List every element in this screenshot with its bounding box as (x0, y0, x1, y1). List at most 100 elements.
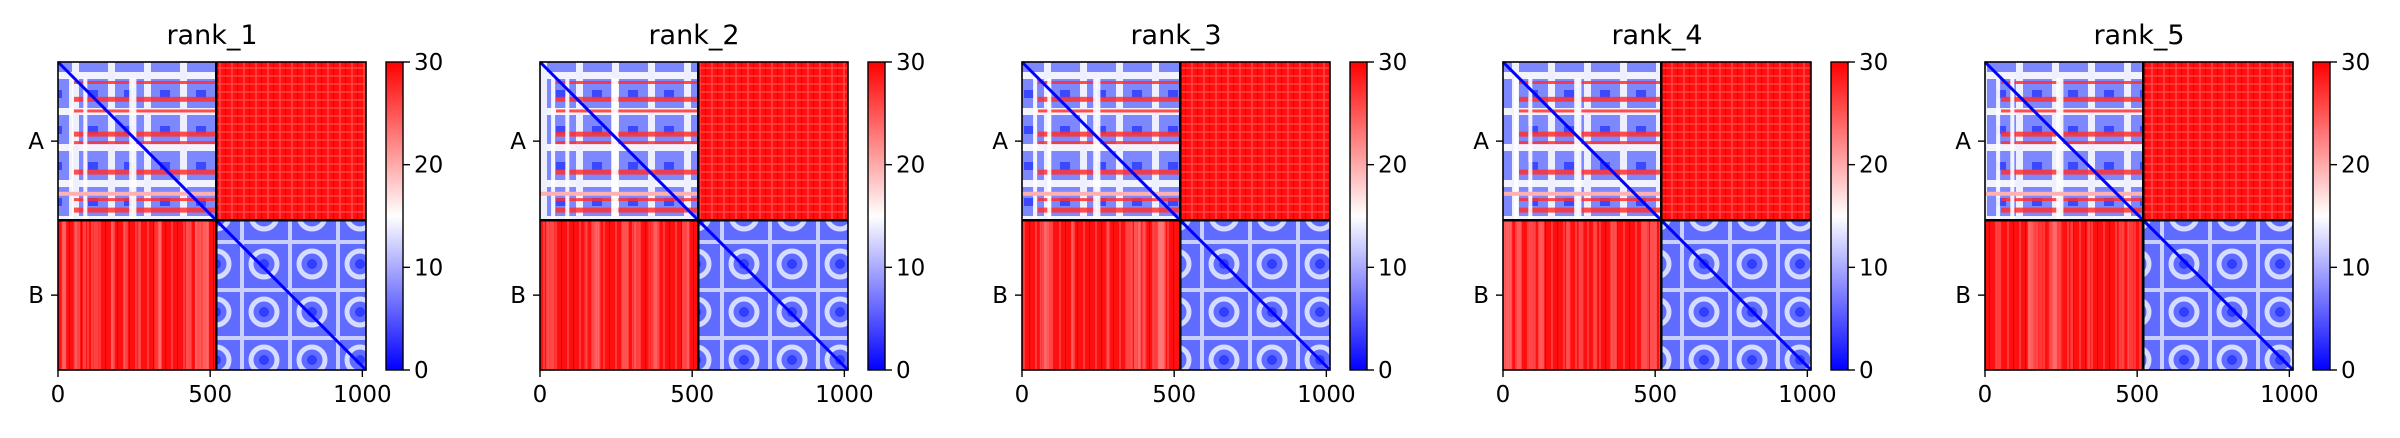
y-tick-label: B (1473, 283, 1489, 309)
stripe-row (74, 141, 217, 145)
colorbar-gradient (2312, 61, 2331, 371)
stripe-col (1577, 78, 1582, 221)
stripe-row (74, 80, 217, 84)
stripe-row (1038, 169, 1181, 175)
diagonal (56, 60, 368, 372)
stripe-col (1996, 78, 2001, 221)
stripe-row (1985, 191, 2144, 196)
colorbar-gradient (1349, 61, 1368, 371)
x-tick-label: 500 (1633, 382, 1677, 408)
x-tick-label: 1000 (815, 382, 874, 408)
block-b-a (58, 220, 217, 370)
stripe-row (1519, 131, 1662, 137)
streak-b-a (2048, 220, 2055, 370)
stripe-row (2001, 169, 2144, 175)
streak-b-a (158, 220, 162, 370)
streak-b-a (123, 220, 128, 370)
stripe-row (2001, 80, 2144, 84)
heatmap (1501, 60, 1813, 372)
axes-frame (539, 61, 849, 371)
colorbar-tick-label: 20 (2341, 153, 2370, 179)
streak-b-a (597, 220, 601, 370)
panel-rank_5: rank_5 0 500 1000 A B 0 10 20 30 (1955, 20, 2370, 408)
colorbar-tick-label: 20 (1378, 153, 1407, 179)
stripe-col (69, 78, 74, 221)
streak-b-a (2052, 220, 2061, 370)
colorbar-gradient (867, 61, 886, 371)
streak-b-a (1043, 220, 1047, 370)
stripe-row (556, 109, 699, 113)
chart-title: rank_1 (166, 20, 257, 51)
block-a-b-texture (698, 62, 848, 221)
x-tick-label: 0 (51, 382, 66, 408)
stripe-row (2001, 207, 2144, 213)
colorbar-gradient (385, 61, 404, 371)
streak-b-a (154, 220, 161, 370)
diagonal (538, 60, 850, 372)
stripe-row (74, 131, 217, 137)
block-b-a (1985, 220, 2144, 370)
heatmap (1020, 60, 1332, 372)
streak-b-a (2070, 220, 2074, 370)
streak-b-a (1159, 220, 1166, 370)
streak-b-a (1578, 220, 1584, 370)
chart-title: rank_2 (648, 20, 739, 51)
block-a-b-texture (1180, 62, 1330, 221)
streak-b-a (1141, 220, 1147, 370)
streak-b-a (61, 220, 67, 370)
panel-rank_2: rank_2 0 500 1000 A B 0 10 20 30 (510, 20, 925, 408)
colorbar-tick-label: 30 (1378, 50, 1407, 76)
stripe-col (129, 78, 134, 221)
stripe-col (551, 78, 556, 221)
x-tick-label: 500 (2115, 382, 2159, 408)
stripe-col (565, 78, 570, 221)
colorbar: 0 10 20 30 (1349, 50, 1407, 384)
streak-b-a (200, 220, 209, 370)
stripe-row (1503, 191, 1662, 196)
stripe-row (1519, 169, 1662, 175)
stripe-row (1038, 198, 1181, 202)
y-tick-label: B (1955, 283, 1971, 309)
streak-b-a (584, 220, 588, 370)
stripe-col (1528, 78, 1533, 221)
colorbar-tick-label: 30 (896, 50, 925, 76)
block-a-b-texture (216, 62, 366, 221)
axes-frame (1021, 61, 1331, 371)
stripe-row (1519, 109, 1662, 113)
streak-b-a (634, 220, 640, 370)
colorbar-tick-label: 30 (414, 50, 443, 76)
colorbar-tick-label: 10 (896, 255, 925, 281)
colorbar: 0 10 20 30 (867, 50, 925, 384)
axes-frame (1984, 61, 2294, 371)
x-tick-label: 500 (670, 382, 714, 408)
stripe-col (2010, 78, 2015, 221)
streak-b-a (2038, 220, 2043, 370)
stripe-col (1096, 78, 1101, 221)
panel-rank_4: rank_4 0 500 1000 A B 0 10 20 30 (1473, 20, 1888, 408)
stripe-col (132, 78, 137, 221)
streak-b-a (2127, 220, 2136, 370)
stripe-row (2001, 96, 2144, 102)
colorbar-tick-label: 20 (414, 153, 443, 179)
y-tick-label: B (992, 283, 1008, 309)
y-tick-label: A (510, 129, 526, 155)
streak-b-a (1105, 220, 1111, 370)
y-tick-label: B (28, 283, 44, 309)
streak-b-a (1537, 220, 1542, 370)
streak-b-a (194, 220, 202, 370)
colorbar-tick-label: 30 (2341, 50, 2370, 76)
streak-b-a (546, 220, 549, 370)
x-tick-label: 1000 (1778, 382, 1837, 408)
stripe-row (1022, 191, 1181, 196)
heatmap (56, 60, 368, 372)
heatmap (538, 60, 850, 372)
stripe-row (1519, 80, 1662, 84)
heatmap (1983, 60, 2295, 372)
streak-b-a (593, 220, 600, 370)
colorbar-tick-label: 20 (1859, 153, 1888, 179)
stripe-row (556, 169, 699, 175)
streak-b-a (1516, 220, 1522, 370)
stripe-row (1038, 80, 1181, 84)
x-tick-label: 500 (1152, 382, 1196, 408)
